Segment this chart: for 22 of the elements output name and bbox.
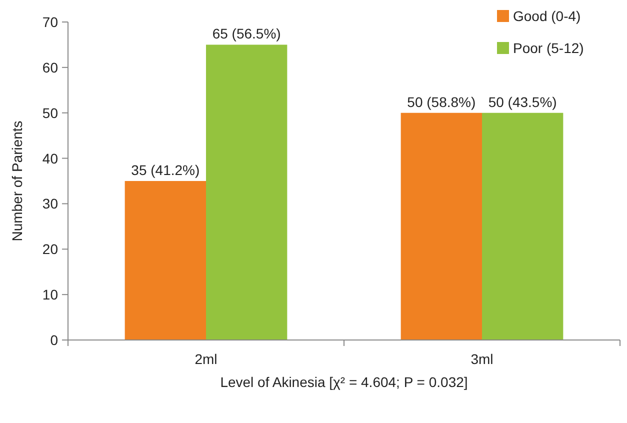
data-label: 50 (58.8%) bbox=[407, 94, 476, 110]
bar bbox=[124, 181, 206, 340]
bar bbox=[206, 44, 288, 340]
x-axis-title: Level of Akinesia [χ² = 4.604; P = 0.032] bbox=[220, 374, 468, 390]
data-label: 65 (56.5%) bbox=[212, 26, 281, 42]
legend-label: Poor (5-12) bbox=[513, 40, 584, 56]
y-tick-label: 50 bbox=[42, 104, 58, 121]
y-axis-title: Number of Parients bbox=[9, 120, 25, 242]
y-tick-label: 10 bbox=[42, 286, 58, 303]
data-label: 35 (41.2%) bbox=[131, 162, 200, 178]
x-tick-label: 3ml bbox=[470, 351, 494, 367]
bar bbox=[400, 112, 482, 340]
legend-label: Good (0-4) bbox=[513, 8, 581, 24]
data-label: 50 (43.5%) bbox=[488, 94, 557, 110]
x-tick-label: 2ml bbox=[194, 351, 218, 367]
y-tick-label: 0 bbox=[50, 332, 58, 348]
y-tick-label: 60 bbox=[42, 59, 58, 76]
y-tick-label: 30 bbox=[42, 196, 58, 212]
y-tick-label: 40 bbox=[42, 150, 58, 166]
bar bbox=[482, 112, 564, 340]
y-tick-label: 20 bbox=[42, 241, 58, 258]
y-tick-label: 70 bbox=[42, 14, 58, 30]
